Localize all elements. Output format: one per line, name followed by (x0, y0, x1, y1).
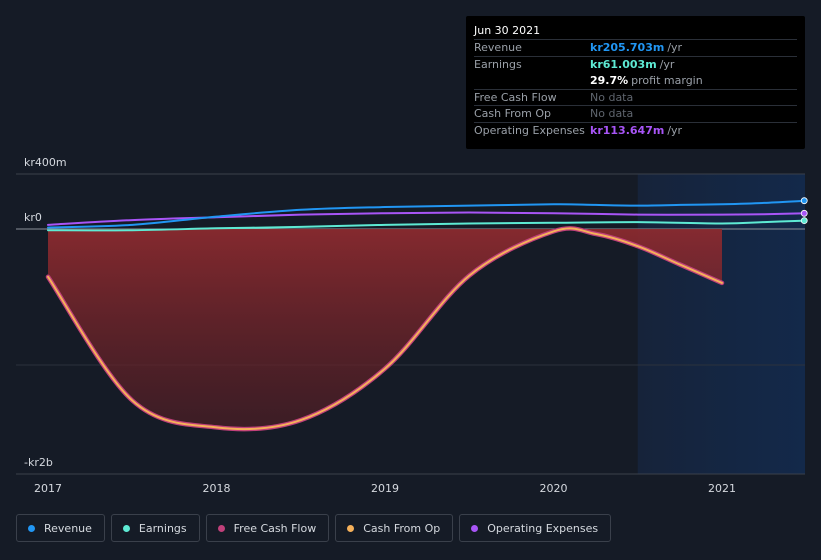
tooltip-row-label: Free Cash Flow (474, 90, 557, 104)
series-line-revenue (47, 199, 808, 229)
tooltip-row: Revenue kr205.703m/yr (474, 39, 797, 56)
tooltip-row: Earnings kr61.003m/yr (474, 55, 797, 73)
legend-item-earnings[interactable]: Earnings (110, 514, 200, 542)
tooltip-row-label: Earnings (474, 57, 522, 71)
legend-label: Operating Expenses (487, 521, 599, 535)
tooltip-row-unit: /yr (667, 41, 683, 55)
legend-label: Earnings (138, 521, 187, 535)
legend-dot-icon (471, 524, 479, 532)
y-axis-label: -kr2b (24, 456, 53, 469)
cash-flow-area (48, 228, 722, 430)
tooltip-date: Jun 30 2021 (474, 24, 541, 37)
legend-dot-icon (347, 524, 355, 532)
tooltip-row-unit: profit margin (631, 73, 703, 87)
y-axis-label: kr0 (24, 211, 42, 224)
tooltip-row-label: Operating Expenses (474, 123, 585, 137)
series-line-cash-from-op (47, 227, 723, 431)
legend-dot-icon (217, 524, 225, 532)
forecast-region (637, 174, 805, 474)
legend-item-operating-expenses[interactable]: Operating Expenses (459, 514, 612, 542)
x-axis-label: 2019 (371, 482, 399, 495)
tooltip-row-label: Cash From Op (474, 107, 552, 121)
x-axis-label: 2017 (34, 482, 62, 495)
x-axis-label: 2021 (708, 482, 736, 495)
tooltip-row: 29.7% profit margin (474, 72, 797, 89)
tooltip-row-value: kr61.003m (590, 57, 657, 71)
series-end-point-earnings (800, 217, 808, 225)
series-end-point-revenue (800, 197, 808, 205)
tooltip-row-value: No data (590, 90, 634, 104)
chart-legend: Revenue Earnings Free Cash Flow Cash From O… (16, 514, 612, 542)
tooltip-row-value: kr113.647m (590, 123, 665, 137)
tooltip-row-value: 29.7% (590, 73, 629, 87)
x-axis-label: 2018 (203, 482, 231, 495)
tooltip-row: Free Cash Flow No data (474, 88, 797, 106)
tooltip-row-unit: /yr (667, 123, 683, 137)
series-end-point-operating-expenses (800, 209, 808, 217)
series-line-operating-expenses (47, 211, 808, 226)
legend-dot-icon (122, 524, 130, 532)
legend-dot-icon (28, 524, 35, 532)
x-axis-label: 2020 (540, 482, 568, 495)
legend-item-free-cash-flow[interactable]: Free Cash Flow (205, 514, 330, 542)
tooltip-row: Operating Expenses kr113.647m/yr (474, 121, 797, 139)
legend-label: Revenue (44, 521, 92, 535)
legend-label: Free Cash Flow (233, 521, 317, 535)
data-tooltip: Jun 30 2021 Revenue kr205.703m/yr Earnings… (466, 16, 805, 149)
series-line-earnings (47, 219, 808, 232)
legend-label: Cash From Op (363, 521, 441, 535)
tooltip-row-label: Revenue (474, 41, 522, 55)
tooltip-row: Cash From Op No data (474, 105, 797, 122)
tooltip-row-unit: /yr (659, 57, 675, 71)
tooltip-row-value: kr205.703m (590, 41, 665, 55)
tooltip-row-value: No data (590, 107, 634, 121)
legend-item-cash-from-op[interactable]: Cash From Op (335, 514, 454, 542)
legend-item-revenue[interactable]: Revenue (16, 514, 105, 542)
y-axis-label: kr400m (24, 156, 67, 169)
